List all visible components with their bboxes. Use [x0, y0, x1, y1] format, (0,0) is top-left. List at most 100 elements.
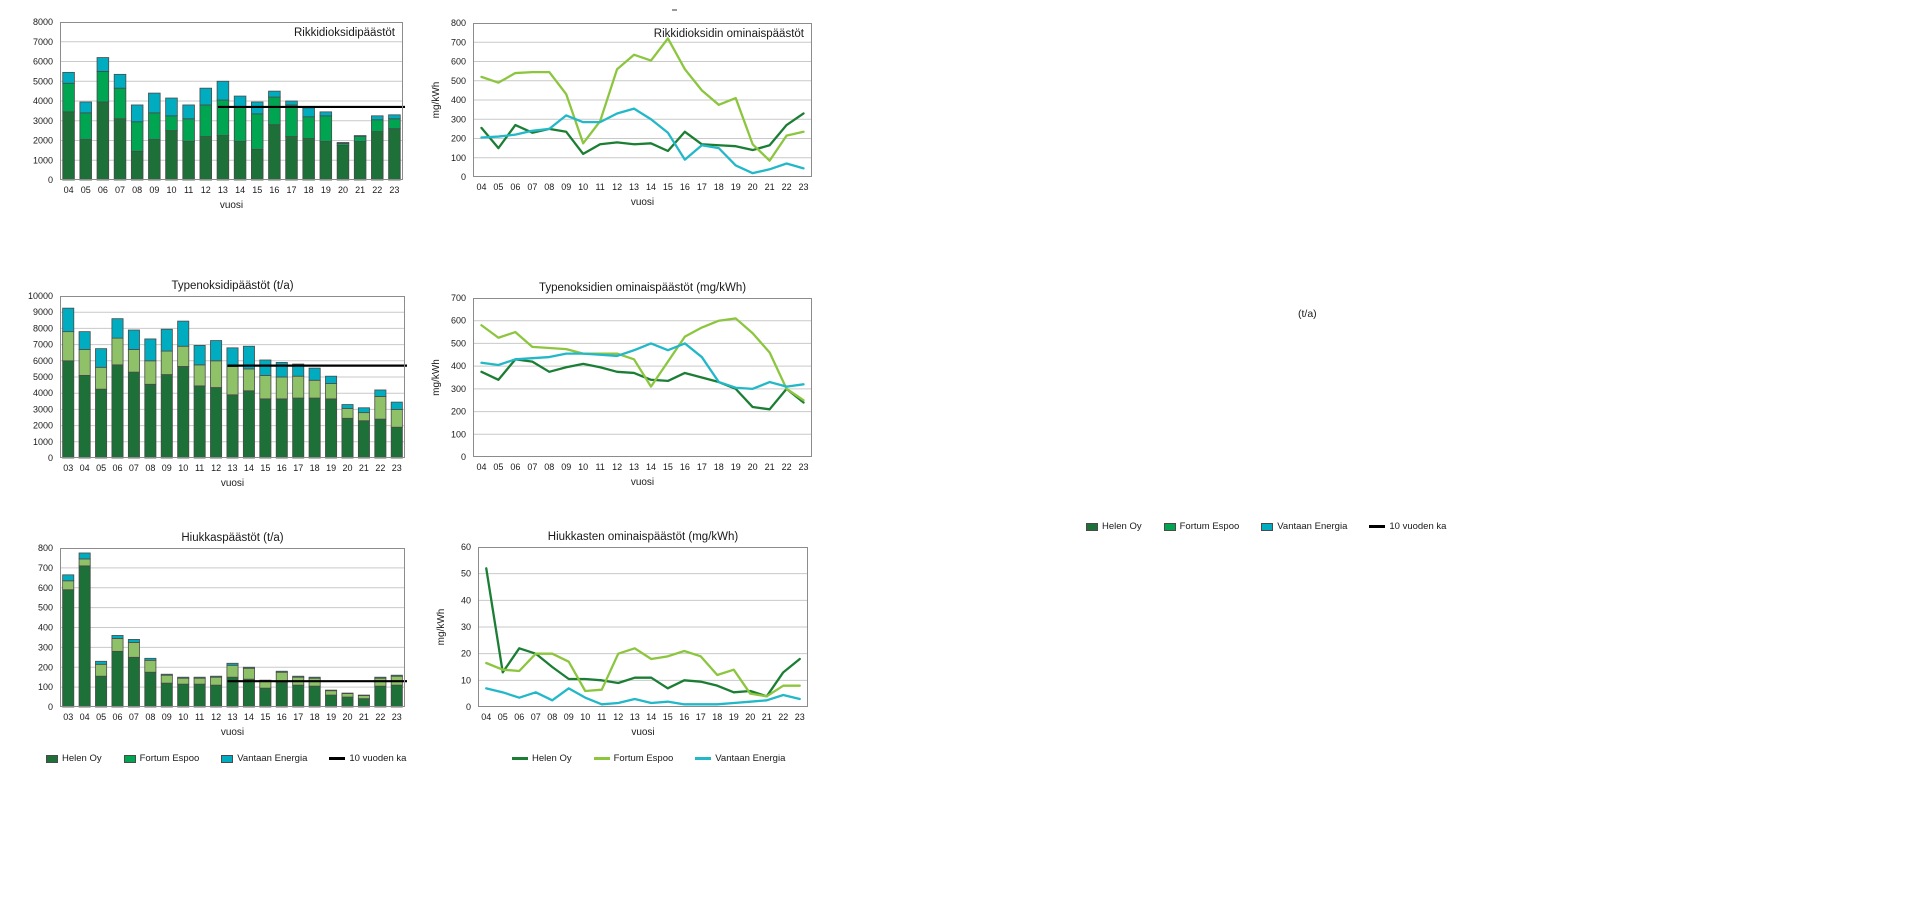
bar-segment: [374, 396, 387, 420]
bar-segment: [95, 660, 108, 665]
bar-segment: [62, 574, 75, 582]
bars-vantaan-energia: [62, 307, 403, 414]
gridlines: [473, 41, 812, 159]
bar-segment: [302, 138, 315, 181]
svg-text:1000: 1000: [33, 155, 53, 165]
svg-text:05: 05: [96, 712, 106, 722]
y-axis-title: mg/kWh: [436, 609, 447, 646]
bar-segment: [259, 374, 272, 400]
bar-segment: [62, 331, 75, 362]
legend-label: Vantaan Energia: [237, 753, 308, 764]
y-axis-title: mg/kWh: [431, 82, 442, 119]
bar-segment: [374, 389, 387, 397]
bar-segment: [62, 111, 75, 181]
svg-text:200: 200: [451, 134, 466, 144]
svg-text:500: 500: [38, 603, 53, 613]
bar-segment: [308, 397, 321, 459]
y-axis-labels: 0 10 20 30 40 50 60: [461, 542, 471, 712]
bar-segment: [113, 118, 127, 181]
svg-text:03: 03: [63, 712, 73, 722]
bar-segment: [79, 112, 92, 140]
svg-text:20: 20: [745, 712, 755, 722]
bar-segment: [388, 128, 401, 181]
svg-text:08: 08: [544, 182, 554, 192]
bar-segment: [226, 366, 239, 396]
bar-segment: [111, 318, 124, 339]
svg-text:20: 20: [461, 649, 471, 659]
svg-text:300: 300: [38, 642, 53, 652]
bar-segment: [111, 364, 124, 459]
bar-segment: [78, 565, 91, 708]
svg-text:22: 22: [375, 712, 385, 722]
svg-text:300: 300: [451, 384, 466, 394]
svg-text:50: 50: [461, 569, 471, 579]
chart-so2-specific: 0 100 200 300 400 500 600 700 800 04 05 06 07 08 09 10 1…: [431, 18, 812, 208]
bar-segment: [127, 642, 140, 658]
svg-text:15: 15: [260, 712, 270, 722]
nox-emissions-svg: 0100020003000400050006000700080009000100…: [28, 280, 407, 489]
legend-color-swatch: [221, 754, 234, 763]
svg-text:500: 500: [451, 76, 466, 86]
svg-text:08: 08: [544, 462, 554, 472]
svg-text:03: 03: [63, 463, 73, 473]
bar-segment: [275, 362, 288, 378]
bar-segment: [233, 95, 247, 108]
svg-text:18: 18: [714, 462, 724, 472]
svg-text:12: 12: [612, 462, 622, 472]
bar-segment: [341, 417, 354, 459]
svg-text:09: 09: [561, 462, 571, 472]
svg-text:23: 23: [799, 182, 809, 192]
svg-text:21: 21: [355, 185, 365, 195]
chart-nox-specific: 0 100 200 300 400 500 600 700 04 05 06 07 08 09 10 11 12…: [431, 282, 812, 488]
bar-segment: [78, 374, 91, 459]
bar-segment: [325, 375, 338, 384]
x-axis-labels: 04 05 06 07 08 09 10 11 12 13 14 15 16 17 18 19 20 21 22 23: [476, 182, 808, 192]
svg-text:08: 08: [145, 712, 155, 722]
bar-segment: [308, 685, 321, 708]
legend-item-10-vuoden-ka: 10 vuoden ka: [1369, 521, 1446, 532]
svg-text:3000: 3000: [33, 116, 53, 126]
bar-segment: [374, 676, 387, 679]
svg-text:15: 15: [663, 462, 673, 472]
bar-segment: [193, 683, 206, 708]
bar-segment: [144, 657, 157, 661]
svg-text:18: 18: [712, 712, 722, 722]
svg-text:700: 700: [451, 37, 466, 47]
y-axis-labels: 0 1000 2000 3000 4000 5000 6000 7000 8000: [33, 17, 53, 185]
y-axis-labels: 0 100 200 300 400 500 600 700 800: [451, 18, 466, 182]
svg-text:19: 19: [731, 462, 741, 472]
svg-text:700: 700: [38, 563, 53, 573]
bar-segment: [285, 100, 298, 106]
stray-mark: [672, 9, 677, 11]
svg-text:23: 23: [799, 462, 809, 472]
gridlines: [473, 320, 812, 435]
bar-segment: [160, 682, 173, 708]
svg-text:6000: 6000: [33, 356, 53, 366]
bar-segment: [250, 148, 264, 181]
bar-segment: [95, 663, 108, 677]
chart-nox-emissions: 0 1000 2000 3000 4000 5000 6000 7000 8000 9000 100…: [28, 280, 407, 489]
legend-color-swatch: [1261, 522, 1274, 531]
legend-line-swatch: [329, 757, 346, 760]
line-vantaan-energia: [480, 342, 805, 391]
svg-text:8000: 8000: [33, 17, 53, 27]
bar-segment: [130, 121, 144, 152]
bar-segment: [160, 673, 173, 676]
bar-segment: [199, 104, 213, 137]
bar-segment: [111, 337, 124, 366]
bar-segment: [210, 340, 223, 362]
bar-segment: [210, 360, 223, 388]
bar-segment: [325, 383, 338, 400]
bar-segment: [226, 662, 239, 666]
bar-segment: [259, 359, 272, 376]
bar-segment: [390, 401, 403, 410]
bar-segment: [62, 307, 75, 333]
legend-line-swatch: [593, 757, 610, 760]
bar-segment: [111, 650, 124, 708]
svg-text:20: 20: [748, 462, 758, 472]
svg-text:4000: 4000: [33, 388, 53, 398]
svg-text:17: 17: [697, 462, 707, 472]
bar-segment: [193, 677, 206, 685]
x-axis-title: vuosi: [220, 200, 243, 211]
